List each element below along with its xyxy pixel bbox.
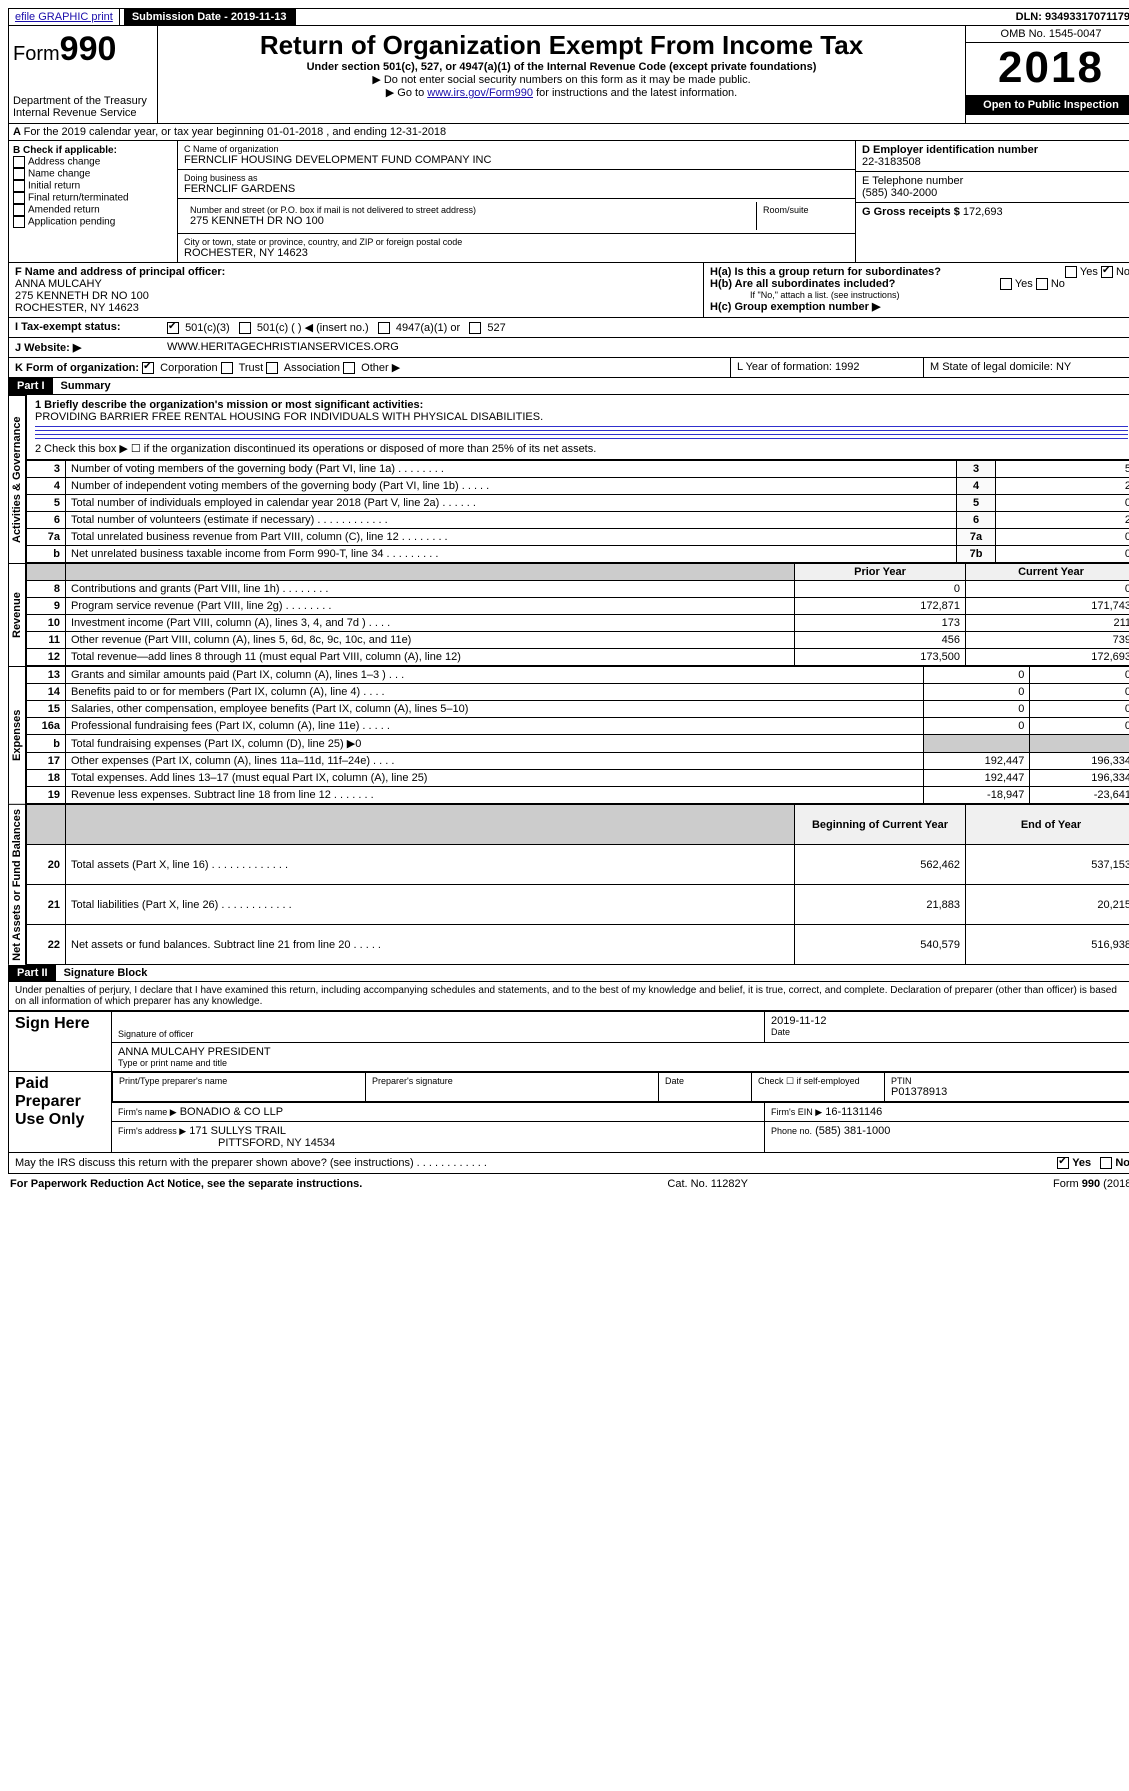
website-value[interactable]: WWW.HERITAGECHRISTIANSERVICES.ORG	[161, 338, 1129, 357]
row-j: J Website: ▶ WWW.HERITAGECHRISTIANSERVIC…	[8, 338, 1129, 358]
officer-printed-name: ANNA MULCAHY PRESIDENT	[118, 1046, 1129, 1058]
row-i: I Tax-exempt status: 501(c)(3) 501(c) ( …	[8, 318, 1129, 338]
org-name: FERNCLIF HOUSING DEVELOPMENT FUND COMPAN…	[184, 154, 849, 166]
row-klm: K Form of organization: Corporation Trus…	[8, 358, 1129, 378]
firm-name: BONADIO & CO LLP	[180, 1106, 283, 1118]
dba-name: FERNCLIF GARDENS	[184, 183, 849, 195]
box-b: B Check if applicable: Address change Na…	[9, 141, 178, 262]
row-fh: F Name and address of principal officer:…	[8, 263, 1129, 318]
sidelabel-expenses: Expenses	[8, 666, 26, 804]
box-de: D Employer identification number 22-3183…	[855, 141, 1129, 262]
discuss-row: May the IRS discuss this return with the…	[8, 1153, 1129, 1174]
dept-label: Department of the Treasury Internal Reve…	[13, 95, 153, 119]
sidelabel-governance: Activities & Governance	[8, 395, 26, 563]
part1-header: Part I Summary	[8, 378, 1129, 395]
submission-date-button[interactable]: Submission Date - 2019-11-13	[124, 9, 296, 25]
part2-header: Part II Signature Block	[8, 965, 1129, 982]
revenue-table: Prior YearCurrent Year8Contributions and…	[26, 563, 1129, 666]
tax-year: 2018	[966, 43, 1129, 93]
form-title: Return of Organization Exempt From Incom…	[162, 30, 961, 61]
officer-name: ANNA MULCAHY	[15, 278, 697, 290]
form-number: Form990	[13, 30, 153, 69]
efile-label[interactable]: efile GRAPHIC print	[9, 9, 120, 25]
dln-label: DLN: 93493317071179	[1010, 9, 1129, 25]
box-c: C Name of organization FERNCLIF HOUSING …	[178, 141, 855, 262]
note-goto: ▶ Go to www.irs.gov/Form990 for instruct…	[162, 86, 961, 99]
form-subtitle: Under section 501(c), 527, or 4947(a)(1)…	[162, 61, 961, 73]
page-footer: For Paperwork Reduction Act Notice, see …	[8, 1174, 1129, 1194]
signature-table: Sign Here Signature of officer 2019-11-1…	[8, 1011, 1129, 1153]
sidelabel-netassets: Net Assets or Fund Balances	[8, 804, 26, 965]
section-a: A For the 2019 calendar year, or tax yea…	[8, 124, 1129, 141]
governance-table: 3Number of voting members of the governi…	[26, 460, 1129, 563]
top-bar: efile GRAPHIC print Submission Date - 20…	[8, 8, 1129, 26]
street-address: 275 KENNETH DR NO 100	[190, 215, 750, 227]
netassets-table: Beginning of Current YearEnd of Year20To…	[26, 804, 1129, 965]
phone-value: (585) 340-2000	[862, 187, 1129, 199]
mission-text: PROVIDING BARRIER FREE RENTAL HOUSING FO…	[35, 411, 1128, 423]
omb-label: OMB No. 1545-0047	[966, 26, 1129, 43]
org-info-grid: B Check if applicable: Address change Na…	[8, 141, 1129, 263]
gross-receipts: 172,693	[963, 206, 1003, 218]
ein-value: 22-3183508	[862, 156, 1129, 168]
expenses-table: 13Grants and similar amounts paid (Part …	[26, 666, 1129, 804]
city-state-zip: ROCHESTER, NY 14623	[184, 247, 849, 259]
sidelabel-revenue: Revenue	[8, 563, 26, 666]
form-header: Form990 Department of the Treasury Inter…	[8, 26, 1129, 124]
perjury-text: Under penalties of perjury, I declare th…	[8, 982, 1129, 1011]
note-ssn: ▶ Do not enter social security numbers o…	[162, 73, 961, 86]
irs-link[interactable]: www.irs.gov/Form990	[427, 87, 533, 99]
open-public-badge: Open to Public Inspection	[966, 95, 1129, 115]
